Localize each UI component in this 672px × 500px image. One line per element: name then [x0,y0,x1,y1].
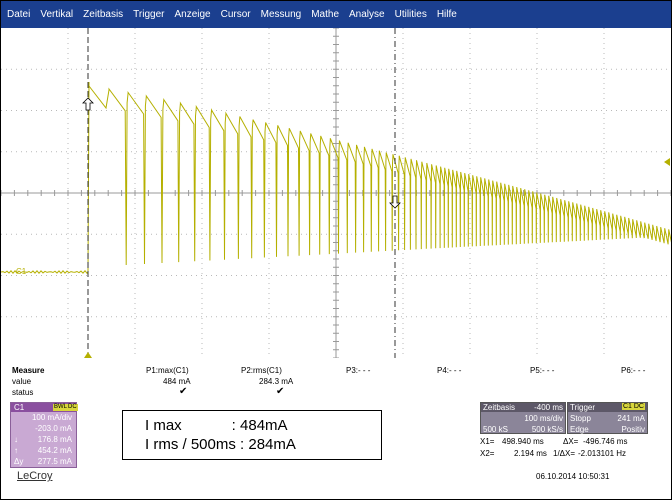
cursor-down-icon: ↓ [14,435,18,444]
menu-mathe[interactable]: Mathe [311,9,340,20]
cursor-x2-label: X2= [480,449,495,458]
measure-row-value-label: value [12,377,32,386]
measure-row-status-label: status [12,388,34,397]
timebase-panel[interactable]: Zeitbasis -400 ms 100 ms/div 500 kS 500 … [480,402,566,434]
bwl-badge: BWL [53,404,69,411]
cursor-x1-marker-icon[interactable] [82,97,94,111]
timebase-div: 100 ms/div [524,414,563,423]
channel-marker: C1 [16,267,27,276]
timebase-samples: 500 kS [483,425,508,434]
c1-label: C1 [14,403,25,412]
annotation-line-1: I max : 484mA [145,417,288,434]
menu-trigger[interactable]: Trigger [133,9,165,20]
timebase-delay: -400 ms [534,403,563,412]
menu-zeitbasis[interactable]: Zeitbasis [83,9,124,20]
cursor-x1-label: X1= [480,437,495,446]
c1-delta-value: 277.5 mA [37,457,72,466]
cursor-inv-label: 1/ΔX= [553,449,576,458]
c1-volts-div: 100 mA/div [31,413,72,422]
menu-messung[interactable]: Messung [260,9,302,20]
graticule [1,28,671,358]
measure-value-p2: 284.3 mA [259,377,294,386]
menu-cursor[interactable]: Cursor [220,9,251,20]
menu-analyse[interactable]: Analyse [349,9,385,20]
measure-param-p3[interactable]: P3:- - - [346,366,371,375]
measure-header: Measure [12,366,45,375]
trigger-type: Edge [570,425,589,434]
cursor-up-icon: ↑ [14,446,18,455]
trigger-title-bar [568,403,647,412]
c1-cursor2-value: 454.2 mA [37,446,72,455]
cursor-dx-label: ΔX= [563,437,579,446]
c1-offset: -203.0 mA [35,424,72,433]
trigger-source-badge: C1 DC [621,403,645,410]
menu-bar: Datei Vertikal Zeitbasis Trigger Anzeige… [1,1,671,28]
status-check-icon: ✔ [179,386,188,397]
timebase-title-bar [481,403,565,412]
c1-descriptor-header: C1 BWL DC [11,403,78,412]
lecroy-logo: LeCroy [17,470,53,482]
menu-utilities[interactable]: Utilities [394,9,427,20]
annotation-line-2: I rms / 500ms : 284mA [145,436,296,453]
trigger-title: Trigger [570,403,596,412]
measure-param-p6[interactable]: P6:- - - [621,366,646,375]
measure-value-p1: 484 mA [163,377,191,386]
timestamp: 06.10.2014 10:50:31 [536,472,610,481]
timebase-title: Zeitbasis [483,403,516,412]
menu-vertikal[interactable]: Vertikal [40,9,74,20]
trigger-level: 241 mA [617,414,645,423]
cursor-inv-value: -2.013101 Hz [578,449,627,458]
trigger-level-icon [664,158,670,166]
annotation-box: I max : 484mA I rms / 500ms : 284mA [122,410,382,460]
measure-param-p1[interactable]: P1:max(C1) [146,366,189,375]
dc-badge: DC [67,404,78,411]
trigger-mode: Stopp [570,414,591,423]
cursor-x1-value: 498.940 ms [502,437,544,446]
cursor-x2-value: 2.194 ms [514,449,547,458]
timebase-rate: 500 kS/s [531,425,563,434]
c1-cursor1-value: 176.8 mA [37,435,72,444]
trigger-position-icon [84,352,92,358]
cursor-x2-marker-icon[interactable] [389,195,401,209]
waveform-display[interactable]: C1 [1,28,671,358]
c1-trace [1,81,671,274]
measure-param-p5[interactable]: P5:- - - [530,366,555,375]
menu-anzeige[interactable]: Anzeige [174,9,211,20]
menu-hilfe[interactable]: Hilfe [436,9,457,20]
trigger-slope: Positiv [621,425,645,434]
menu-datei[interactable]: Datei [7,9,31,20]
trigger-panel[interactable]: Trigger C1 DC Stopp 241 mA Edge Positiv [567,402,648,434]
c1-channel-descriptor[interactable]: C1 BWL DC 100 mA/div -203.0 mA ↓ 176.8 m… [10,402,78,468]
measure-param-p2[interactable]: P2:rms(C1) [241,366,282,375]
waveform-svg: C1 [1,28,671,358]
delta-y-label: Δy [14,457,24,466]
cursor-dx-value: -496.746 ms [583,437,628,446]
status-check-icon: ✔ [276,386,285,397]
measure-param-p4[interactable]: P4:- - - [437,366,462,375]
